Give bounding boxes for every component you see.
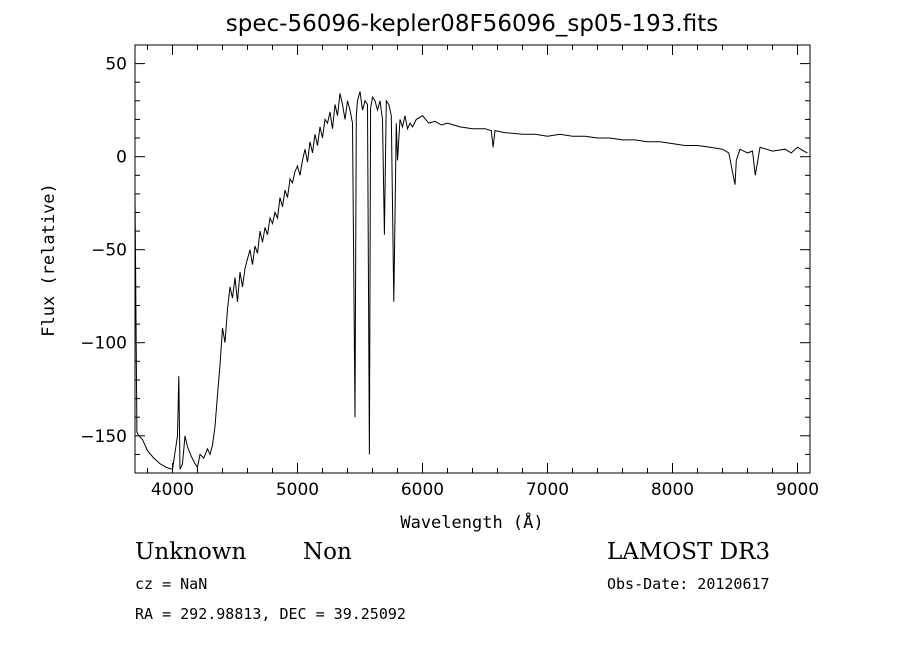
x-tick-label: 7000 <box>526 480 569 500</box>
chart-title: spec-56096-kepler08F56096_sp05-193.fits <box>226 11 718 37</box>
plot-frame <box>134 44 811 474</box>
y-tick-label: −100 <box>80 334 127 354</box>
coordinates-label: RA = 292.98813, DEC = 39.25092 <box>135 605 406 623</box>
x-tick-label: 5000 <box>276 480 319 500</box>
x-tick-label: 4000 <box>151 480 194 500</box>
x-tick-label: 6000 <box>401 480 444 500</box>
y-tick-label: 0 <box>116 148 127 168</box>
y-tick-label: 50 <box>105 55 127 75</box>
object-type-label: Unknown <box>135 539 246 565</box>
series-layer <box>134 91 808 470</box>
y-tick-label: −150 <box>80 427 127 447</box>
y-tick-label: −50 <box>91 241 127 261</box>
x-axis: 4000 5000 6000 7000 8000 9000 <box>147 45 819 500</box>
object-class-label: Non <box>303 539 352 565</box>
x-tick-label: 8000 <box>651 480 694 500</box>
plot-area: 4000 5000 6000 7000 8000 9000 50 0 −50 −100 −150 <box>80 44 819 500</box>
redshift-label: cz = NaN <box>135 575 207 593</box>
spectrum-line <box>134 91 808 470</box>
obs-date-label: Obs-Date: 20120617 <box>607 575 770 593</box>
y-axis: 50 0 −50 −100 −150 <box>80 44 810 474</box>
survey-label: LAMOST DR3 <box>607 539 770 565</box>
y-axis-label: Flux (relative) <box>39 183 59 337</box>
x-tick-label: 9000 <box>776 480 819 500</box>
x-axis-label: Wavelength (Å) <box>400 511 543 533</box>
